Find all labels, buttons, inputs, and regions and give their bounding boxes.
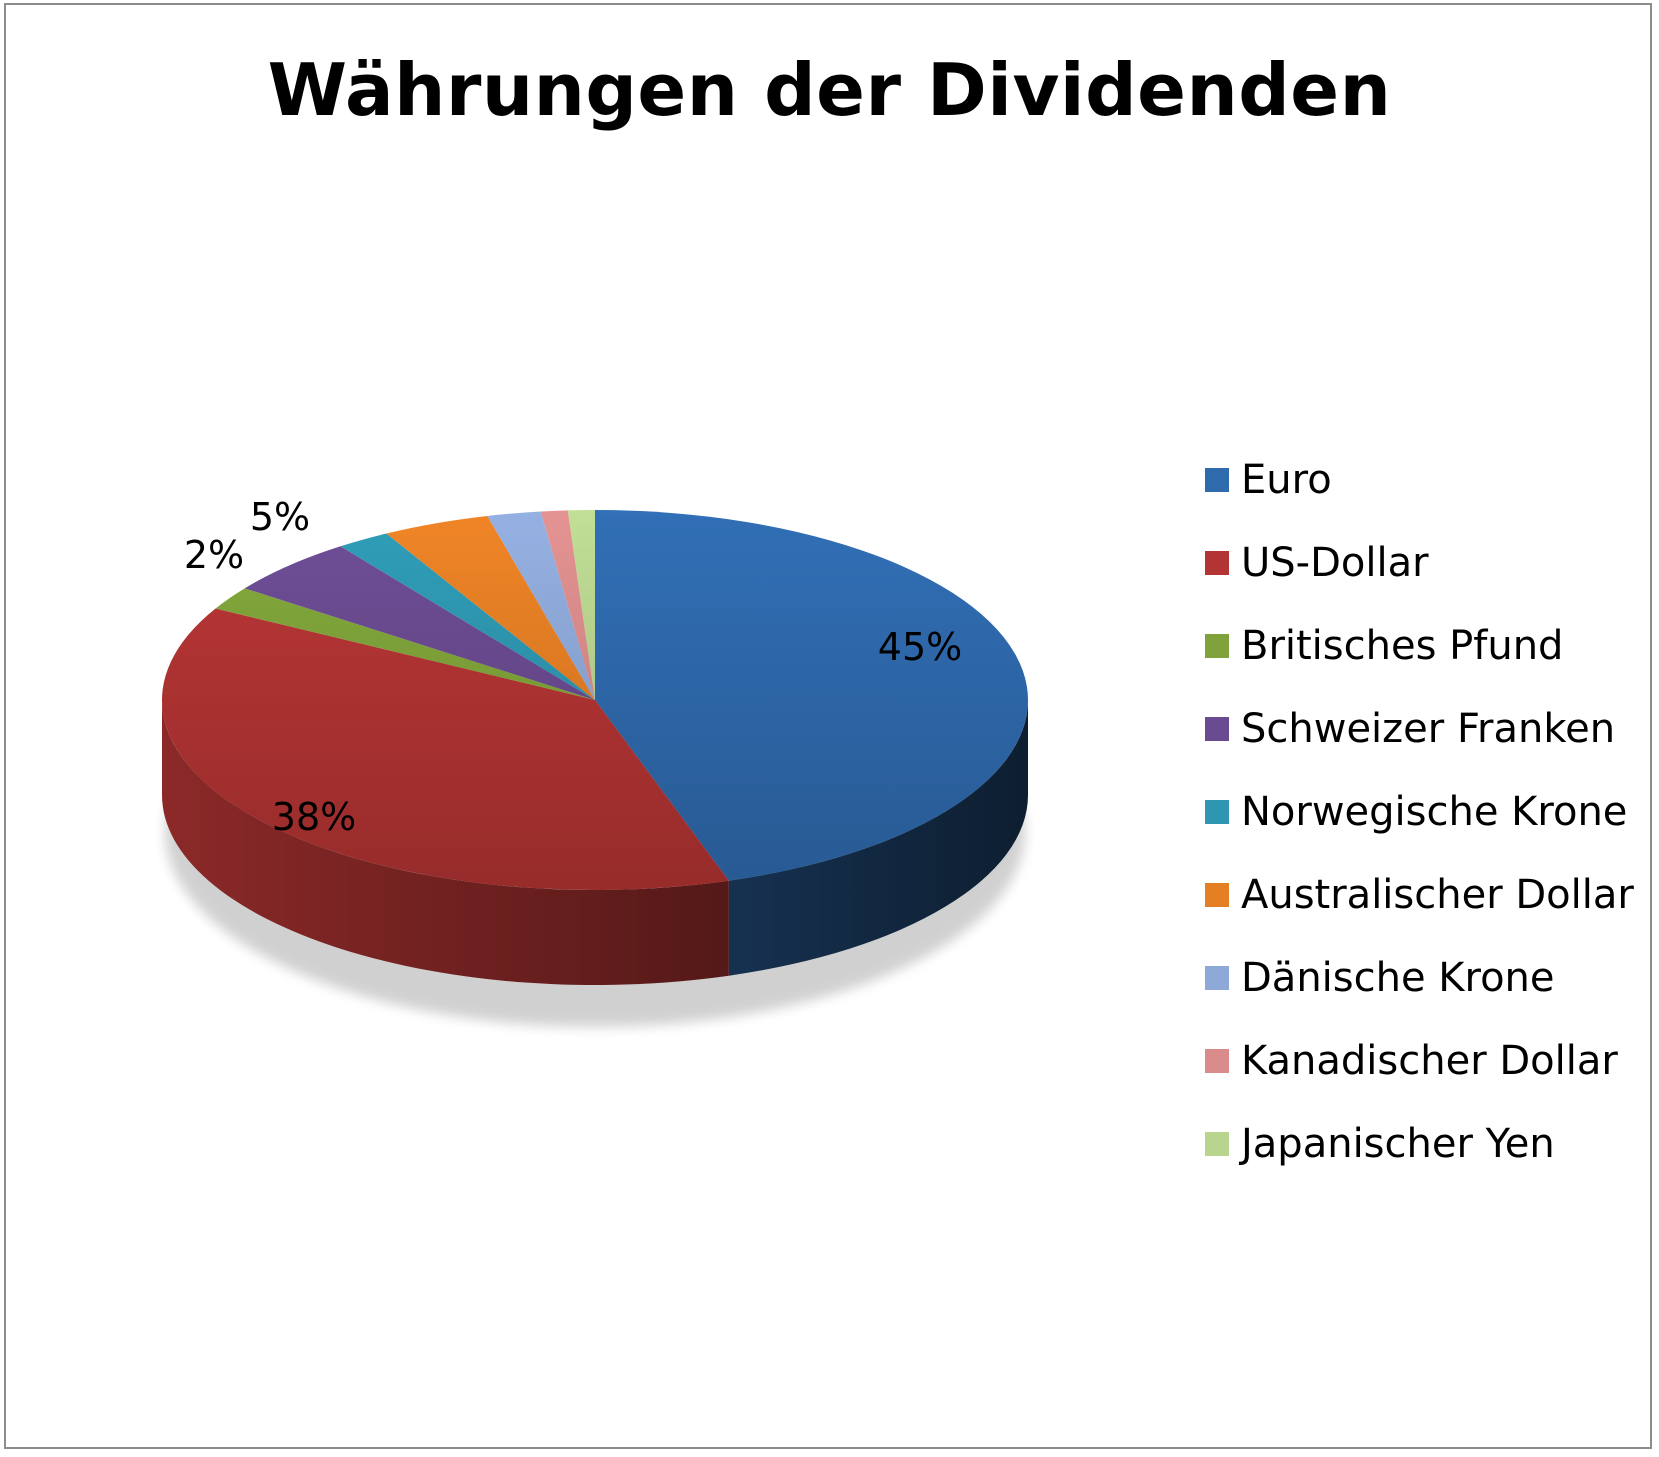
chart-legend: Euro US-Dollar Britisches Pfund Schweize… (1205, 438, 1634, 1185)
pie-data-labels: 45% 38% 2%5% (184, 495, 962, 839)
legend-swatch-euro (1205, 467, 1229, 492)
legend-label-schweizer-franken: Schweizer Franken (1241, 705, 1616, 752)
legend-item-schweizer-franken: Schweizer Franken (1205, 687, 1634, 770)
legend-swatch-japanischer-yen (1205, 1131, 1229, 1156)
data-label-us-dollar: 38% (272, 795, 356, 839)
pie-slice-norwegische-krone (340, 533, 595, 700)
data-label-schweizer-franken: 5% (250, 495, 310, 539)
legend-label-britisches-pfund: Britisches Pfund (1241, 622, 1564, 669)
legend-swatch-kanadischer-dollar (1205, 1048, 1229, 1073)
legend-swatch-schweizer-franken (1205, 716, 1229, 741)
legend-label-us-dollar: US-Dollar (1241, 539, 1429, 586)
legend-item-australischer-dollar: Australischer Dollar (1205, 853, 1634, 936)
legend-label-norwegische-krone: Norwegische Krone (1241, 788, 1628, 835)
legend-swatch-britisches-pfund (1205, 633, 1229, 658)
pie-slice-kanadischer-dollar (540, 510, 595, 700)
pie-tops (161, 510, 1029, 890)
data-label-euro: 45% (878, 625, 962, 669)
legend-item-daenische-krone: Dänische Krone (1205, 936, 1634, 1019)
pie-side-euro (728, 700, 1028, 976)
pie-slice-japanischer-yen (567, 510, 595, 700)
legend-item-norwegische-krone: Norwegische Krone (1205, 770, 1634, 853)
pie-slice-us-dollar (161, 608, 729, 890)
chart-title: Währungen der Dividenden (267, 48, 1392, 132)
legend-swatch-daenische-krone (1205, 965, 1229, 990)
legend-item-euro: Euro (1205, 438, 1634, 521)
legend-swatch-norwegische-krone (1205, 799, 1229, 824)
pie-slice-dänische-krone (487, 511, 595, 700)
legend-label-daenische-krone: Dänische Krone (1241, 954, 1555, 1001)
legend-item-britisches-pfund: Britisches Pfund (1205, 604, 1634, 687)
legend-swatch-us-dollar (1205, 550, 1229, 575)
legend-swatch-australischer-dollar (1205, 882, 1229, 907)
legend-item-kanadischer-dollar: Kanadischer Dollar (1205, 1019, 1634, 1102)
pie-slice-britisches-pfund (215, 588, 595, 700)
data-label-britisches-pfund: 2% (184, 533, 244, 577)
legend-item-us-dollar: US-Dollar (1205, 521, 1634, 604)
pie-slice-schweizer-franken (244, 546, 595, 700)
pie-side-us-dollar (161, 700, 729, 985)
pie-slice-australischer-dollar (386, 515, 595, 700)
pie-slice-euro (595, 510, 1029, 881)
legend-label-australischer-dollar: Australischer Dollar (1241, 871, 1634, 918)
legend-label-euro: Euro (1241, 456, 1332, 503)
legend-label-kanadischer-dollar: Kanadischer Dollar (1241, 1037, 1618, 1084)
legend-item-japanischer-yen: Japanischer Yen (1205, 1102, 1634, 1185)
legend-label-japanischer-yen: Japanischer Yen (1241, 1120, 1555, 1167)
pie-sides (161, 700, 1028, 985)
